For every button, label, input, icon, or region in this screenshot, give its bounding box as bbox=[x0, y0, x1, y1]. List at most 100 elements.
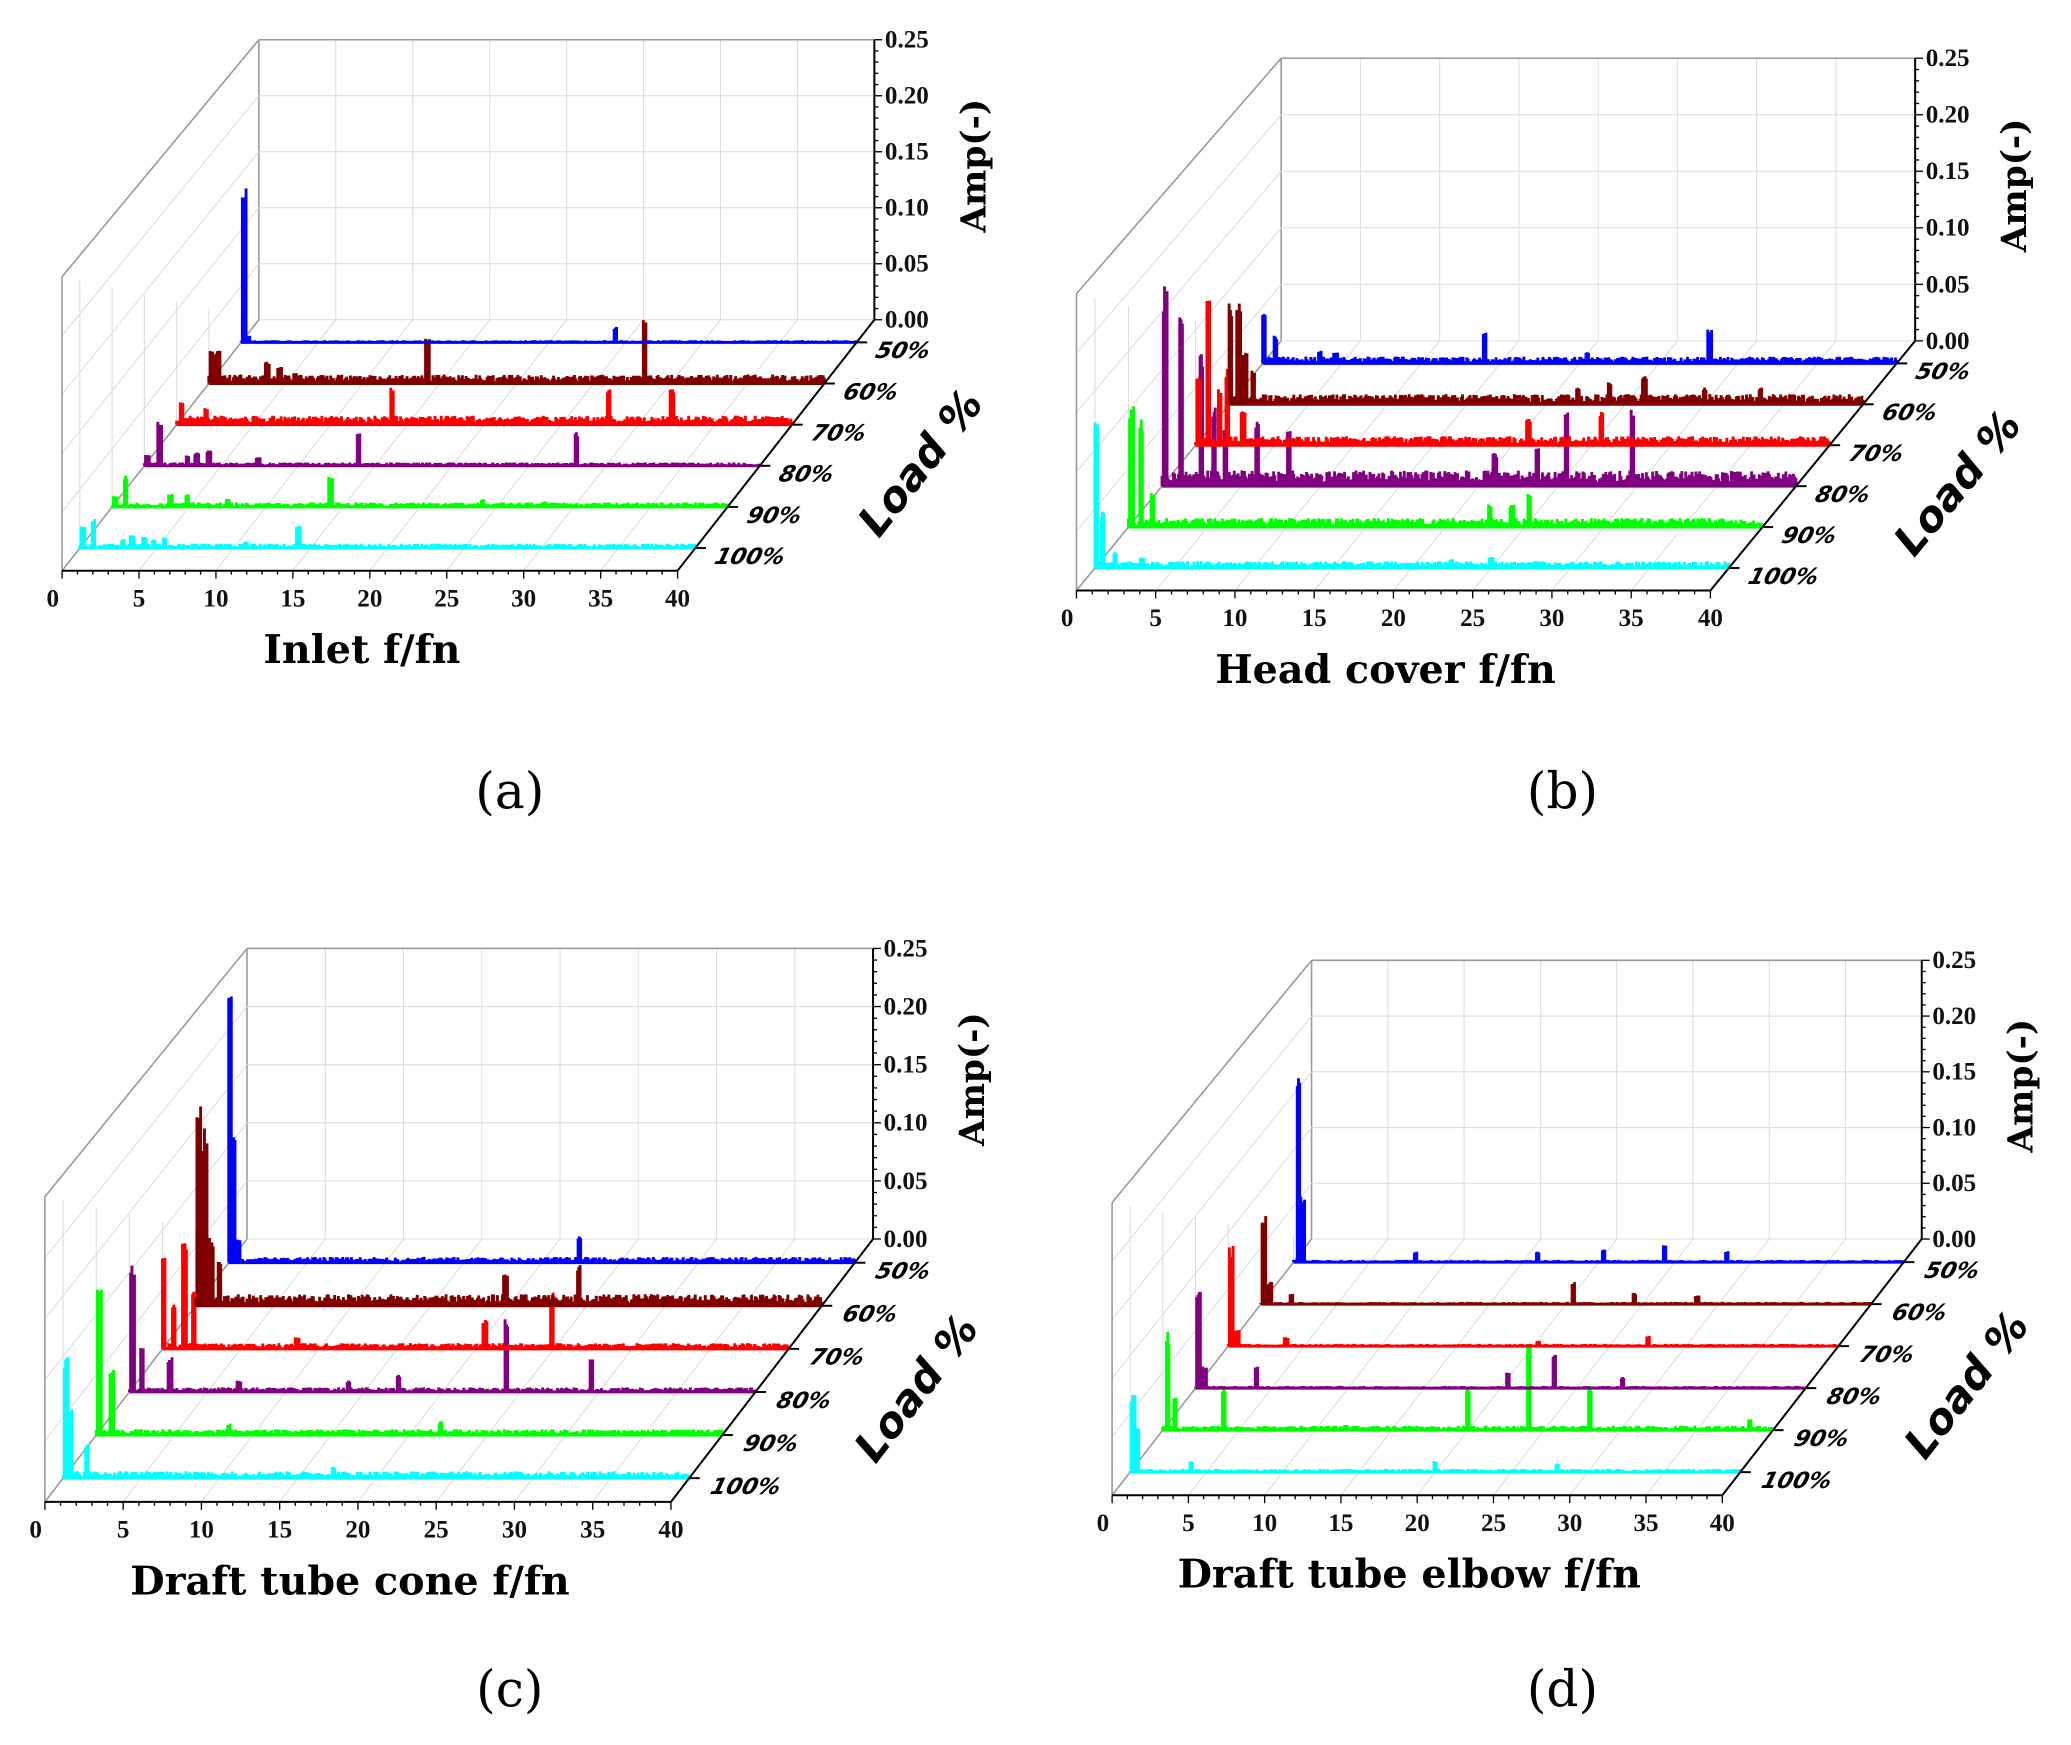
x-tick-label: 20 bbox=[1405, 1510, 1430, 1537]
amp-axis-title: Amp(-) bbox=[953, 1012, 993, 1147]
series-50pct-spectrum bbox=[239, 188, 859, 344]
load-tick-label: 100% bbox=[712, 544, 788, 570]
side-wall-gridline bbox=[1076, 170, 1282, 413]
load-axis-line bbox=[676, 319, 876, 572]
floor-gridline bbox=[1472, 340, 1678, 591]
series-100pct-spectrum bbox=[1093, 422, 1731, 570]
side-wall-gridline bbox=[1111, 1015, 1312, 1262]
series-80pct-spectrum bbox=[127, 1265, 757, 1394]
amp-tick-label: 0.05 bbox=[885, 251, 929, 278]
side-wall-gridline bbox=[1111, 1127, 1312, 1379]
x-tick-label: 5 bbox=[1182, 1510, 1195, 1537]
series-80pct-spectrum bbox=[1193, 1291, 1808, 1390]
panel-b: 100% 90% 80% 70% 60% 50% 0 5 10 15 20 25 30 35 40 0.00 0… bbox=[1061, 45, 2035, 820]
floor-gridline bbox=[1630, 340, 1837, 591]
series-100pct-spectrum bbox=[1128, 1395, 1742, 1474]
load-tick-label: 100% bbox=[1759, 1468, 1835, 1494]
load-axis-title: Load % bbox=[1894, 1302, 2038, 1468]
x-tick-label: 25 bbox=[434, 585, 459, 612]
panel-d: 100% 90% 80% 70% 60% 50% 0 5 10 15 20 25 30 35 40 0.00 0… bbox=[1097, 947, 2042, 1718]
floor-gridline bbox=[600, 319, 798, 572]
floor-gridline bbox=[435, 1238, 639, 1503]
amp-tick-label: 0.20 bbox=[885, 83, 929, 110]
side-wall-gridline bbox=[1111, 959, 1313, 1204]
panel-c: 100% 90% 80% 70% 60% 50% 0 5 10 15 20 25 30 35 40 0.00 0… bbox=[29, 935, 993, 1718]
floor-gridline bbox=[201, 1238, 404, 1503]
amp-tick-label: 0.25 bbox=[1932, 947, 1976, 974]
load-tick-label: 60% bbox=[1889, 1300, 1950, 1326]
floor-gridline bbox=[1187, 1238, 1389, 1496]
side-wall-gridline bbox=[61, 39, 260, 278]
panel-label: (d) bbox=[1527, 1660, 1598, 1719]
floor-gridline bbox=[1416, 1238, 1618, 1496]
x-tick-label: 30 bbox=[1557, 1510, 1582, 1537]
panel-label: (c) bbox=[476, 1660, 543, 1719]
series-50pct-spectrum bbox=[227, 996, 857, 1265]
load-axis-title: Load % bbox=[845, 1305, 989, 1471]
x-tick-label: 30 bbox=[1539, 605, 1564, 632]
load-tick-label: 50% bbox=[873, 339, 934, 365]
amp-tick-label: 0.10 bbox=[1926, 215, 1970, 242]
amp-tick-label: 0.15 bbox=[884, 1052, 928, 1079]
floor-gridline bbox=[523, 319, 721, 572]
side-wall-gridline bbox=[44, 1122, 248, 1381]
side-wall-gridline bbox=[44, 1180, 248, 1442]
series-90pct-spectrum bbox=[1161, 1331, 1775, 1432]
side-wall-gridline bbox=[1076, 114, 1282, 354]
amp-axis-title: Amp(-) bbox=[1995, 119, 2035, 254]
amp-tick-label: 0.10 bbox=[1932, 1114, 1976, 1141]
load-tick-label: 70% bbox=[1856, 1342, 1917, 1368]
load-tick-label: 70% bbox=[808, 421, 869, 447]
load-tick-label: 80% bbox=[774, 1388, 835, 1414]
series-60pct-spectrum bbox=[207, 320, 826, 385]
load-tick-label: 90% bbox=[1779, 523, 1840, 549]
side-wall-gridline bbox=[44, 947, 248, 1198]
floor-gridline bbox=[592, 1238, 796, 1503]
side-wall-gridline bbox=[61, 207, 260, 454]
x-tick-label: 20 bbox=[1381, 605, 1406, 632]
floor-left-edge bbox=[44, 1238, 248, 1503]
x-tick-label: 20 bbox=[357, 585, 382, 612]
series-90pct-spectrum bbox=[110, 475, 730, 509]
load-tick-label: 60% bbox=[840, 380, 901, 406]
amp-tick-label: 0.25 bbox=[885, 27, 929, 54]
amp-tick-label: 0.15 bbox=[1932, 1059, 1976, 1086]
x-tick-label: 40 bbox=[658, 1517, 683, 1544]
load-axis-line bbox=[1709, 340, 1916, 592]
series-70pct-spectrum bbox=[1194, 300, 1832, 447]
amp-tick-label: 0.25 bbox=[884, 935, 928, 962]
x-tick-label: 30 bbox=[511, 585, 536, 612]
load-tick-label: 60% bbox=[1879, 401, 1940, 427]
load-tick-label: 100% bbox=[708, 1474, 784, 1500]
amp-axis-title: Amp(-) bbox=[2002, 1019, 2042, 1154]
series-90pct-spectrum bbox=[1127, 406, 1764, 529]
series-50pct-spectrum bbox=[1292, 1078, 1906, 1264]
side-wall-gridline bbox=[61, 95, 260, 336]
series-50pct-spectrum bbox=[1261, 313, 1899, 365]
load-tick-label: 80% bbox=[1824, 1384, 1885, 1410]
amp-tick-label: 0.05 bbox=[884, 1168, 928, 1195]
series-100pct-spectrum bbox=[61, 1357, 691, 1480]
x-tick-label: 15 bbox=[1328, 1510, 1353, 1537]
side-wall-gridline bbox=[1075, 57, 1282, 295]
load-tick-label: 70% bbox=[807, 1345, 868, 1371]
x-tick-label: 20 bbox=[345, 1517, 370, 1544]
x-tick-label: 25 bbox=[424, 1517, 449, 1544]
side-wall-gridline bbox=[44, 1006, 248, 1259]
x-tick-label: 10 bbox=[203, 585, 228, 612]
load-tick-label: 50% bbox=[1922, 1258, 1983, 1284]
x-tick-label: 30 bbox=[502, 1517, 527, 1544]
floor-gridline bbox=[1340, 1238, 1541, 1496]
series-70pct-spectrum bbox=[175, 387, 794, 427]
x-tick-label: 15 bbox=[1302, 605, 1327, 632]
floor-gridline bbox=[1313, 340, 1520, 591]
side-wall-gridline bbox=[1111, 1182, 1312, 1438]
amp-tick-label: 0.05 bbox=[1932, 1170, 1976, 1197]
x-tick-label: 15 bbox=[280, 585, 305, 612]
series-70pct-spectrum bbox=[1226, 1245, 1840, 1348]
x-tick-label: 35 bbox=[1633, 1510, 1658, 1537]
floor-gridline bbox=[1493, 1238, 1694, 1496]
x-tick-label: 10 bbox=[1222, 605, 1247, 632]
panel-a: 100% 90% 80% 70% 60% 50% 0 5 10 15 20 25 30 35 40 0.00 0… bbox=[47, 27, 995, 821]
floor-gridline bbox=[138, 319, 337, 572]
